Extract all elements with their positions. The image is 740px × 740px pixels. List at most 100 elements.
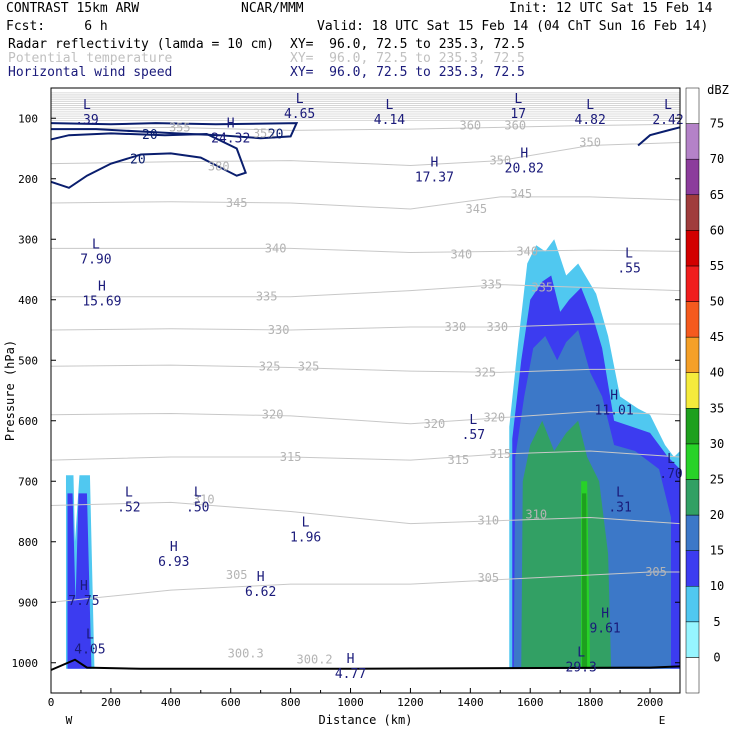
extremum-value: 29.3 xyxy=(566,661,597,676)
colorbar-swatch xyxy=(685,408,700,445)
colorbar-swatch xyxy=(685,123,700,160)
theta-label: 340 xyxy=(516,244,538,258)
theta-label: 340 xyxy=(265,241,287,255)
forecast-hour: Fcst: 6 h xyxy=(6,19,108,34)
theta-line-315 xyxy=(50,450,681,461)
colorbar-swatch xyxy=(685,550,700,587)
wind-label: 20 xyxy=(268,128,284,143)
valid-time: Valid: 18 UTC Sat 15 Feb 14 (04 ChT Sun … xyxy=(317,19,709,34)
extremum-high-marker: H xyxy=(520,147,528,162)
y-tick-label: 200 xyxy=(18,173,38,186)
extremum-low-marker: L xyxy=(194,485,202,500)
extremum-low-marker: L xyxy=(125,485,133,500)
ground-line xyxy=(50,658,681,671)
extremum-value: 11.01 xyxy=(595,404,634,419)
x-tick-label: 800 xyxy=(281,696,301,709)
extremum-low-marker: L xyxy=(514,92,522,107)
colorbar-swatch xyxy=(685,657,700,694)
extremum-value: 4.05 xyxy=(74,643,105,658)
colorbar-swatch xyxy=(685,265,700,302)
colorbar-swatch xyxy=(685,585,700,623)
extremum-low-marker: L xyxy=(302,516,310,531)
y-tick-label: 900 xyxy=(18,596,38,609)
extremum-value: .50 xyxy=(186,500,209,515)
extremum-value: 9.61 xyxy=(589,621,620,636)
extremum-value: 1.96 xyxy=(290,531,321,546)
colorbar-tick-label: 25 xyxy=(710,472,724,486)
west-label: W xyxy=(66,714,73,727)
x-tick-label: 0 xyxy=(48,696,55,709)
extremum-low-marker: L xyxy=(296,92,304,107)
axes-layer: 0 200 400 600 800 1000 1200 1400 1600 1800 2000 100… xyxy=(3,112,681,727)
extremum-high-marker: H xyxy=(347,652,355,667)
y-axis-label: Pressure (hPa) xyxy=(3,340,17,441)
wind-label: 20 xyxy=(130,152,146,167)
extremum-value: 4.65 xyxy=(284,107,315,122)
theta-label: 320 xyxy=(262,408,284,422)
theta-label: 380 xyxy=(208,160,230,174)
colorbar-tick-label: 50 xyxy=(710,295,724,309)
colorbar-swatch xyxy=(685,372,700,409)
extremum-value: 7.90 xyxy=(80,252,111,267)
extremum-low-marker: L xyxy=(386,98,394,113)
extremum-high-marker: H xyxy=(601,606,609,621)
theta-label: 350 xyxy=(489,154,511,168)
extremum-value: 4.77 xyxy=(335,667,366,682)
extremum-value: 20.82 xyxy=(505,162,544,177)
model-title: CONTRAST 15km ARW xyxy=(6,1,140,16)
colorbar-swatch xyxy=(685,194,700,231)
theta-label: 300.2 xyxy=(297,653,333,667)
colorbar-tick-label: 75 xyxy=(710,117,724,131)
theta-line-325 xyxy=(50,364,680,373)
theta-label: 325 xyxy=(298,359,320,373)
colorbar-tick-label: 5 xyxy=(713,615,720,629)
colorbar-swatch xyxy=(685,336,700,373)
reflectivity-area-5 xyxy=(582,493,588,669)
theta-label: 330 xyxy=(445,320,467,334)
theta-label: 320 xyxy=(424,417,446,431)
reflectivity-area-7 xyxy=(67,493,92,669)
extremum-value: 2.42 xyxy=(652,113,683,128)
theta-line-305 xyxy=(50,571,680,603)
x-tick-label: 2000 xyxy=(637,696,664,709)
theta-label: 325 xyxy=(474,365,496,379)
theta-label: 320 xyxy=(483,411,505,425)
colorbar-swatch xyxy=(685,230,700,267)
theta-label: 305 xyxy=(477,571,499,585)
extremum-high-marker: H xyxy=(610,389,618,404)
x-tick-label: 200 xyxy=(101,696,121,709)
x-axis-label: Distance (km) xyxy=(319,713,413,727)
theta-label: 340 xyxy=(451,247,473,261)
east-label: E xyxy=(659,714,666,727)
theta-line-340 xyxy=(51,247,681,254)
field-xy-theta: XY= 96.0, 72.5 to 235.3, 72.5 xyxy=(290,51,525,66)
colorbar-tick-label: 60 xyxy=(710,223,724,237)
theta-label: 310 xyxy=(525,508,547,522)
y-tick-label: 700 xyxy=(18,475,38,488)
theta-label: 345 xyxy=(510,187,532,201)
extremum-value: .39 xyxy=(75,113,98,128)
colorbar-tick-label: 15 xyxy=(710,544,724,558)
colorbar: 0 5 10 15 20 25 30 35 40 45 50 55 60 65 70 75 dBZ xyxy=(685,83,729,694)
extremum-value: 15.69 xyxy=(82,295,121,310)
theta-label: 305 xyxy=(226,568,248,582)
theta-label: 360 xyxy=(459,119,481,133)
wind-contour-2 xyxy=(637,126,681,147)
extremum-value: 4.82 xyxy=(574,113,605,128)
init-time: Init: 12 UTC Sat 15 Feb 14 xyxy=(509,1,713,16)
extremum-value: 7.75 xyxy=(68,594,99,609)
theta-label: 315 xyxy=(448,453,470,467)
colorbar-swatch xyxy=(685,87,700,124)
theta-line-345 xyxy=(50,196,681,210)
x-tick-label: 400 xyxy=(161,696,181,709)
extremum-low-marker: L xyxy=(86,628,94,643)
colorbar-unit: dBZ xyxy=(707,83,729,97)
extremum-value: 4.14 xyxy=(374,113,405,128)
theta-line-350 xyxy=(50,141,681,166)
extremum-high-marker: H xyxy=(430,156,438,171)
colorbar-tick-label: 35 xyxy=(710,401,724,415)
theta-label: 315 xyxy=(489,447,511,461)
x-tick-label: 1400 xyxy=(457,696,484,709)
wind-contour-0 xyxy=(50,132,247,189)
field-xy-wind: XY= 96.0, 72.5 to 235.3, 72.5 xyxy=(290,65,525,80)
